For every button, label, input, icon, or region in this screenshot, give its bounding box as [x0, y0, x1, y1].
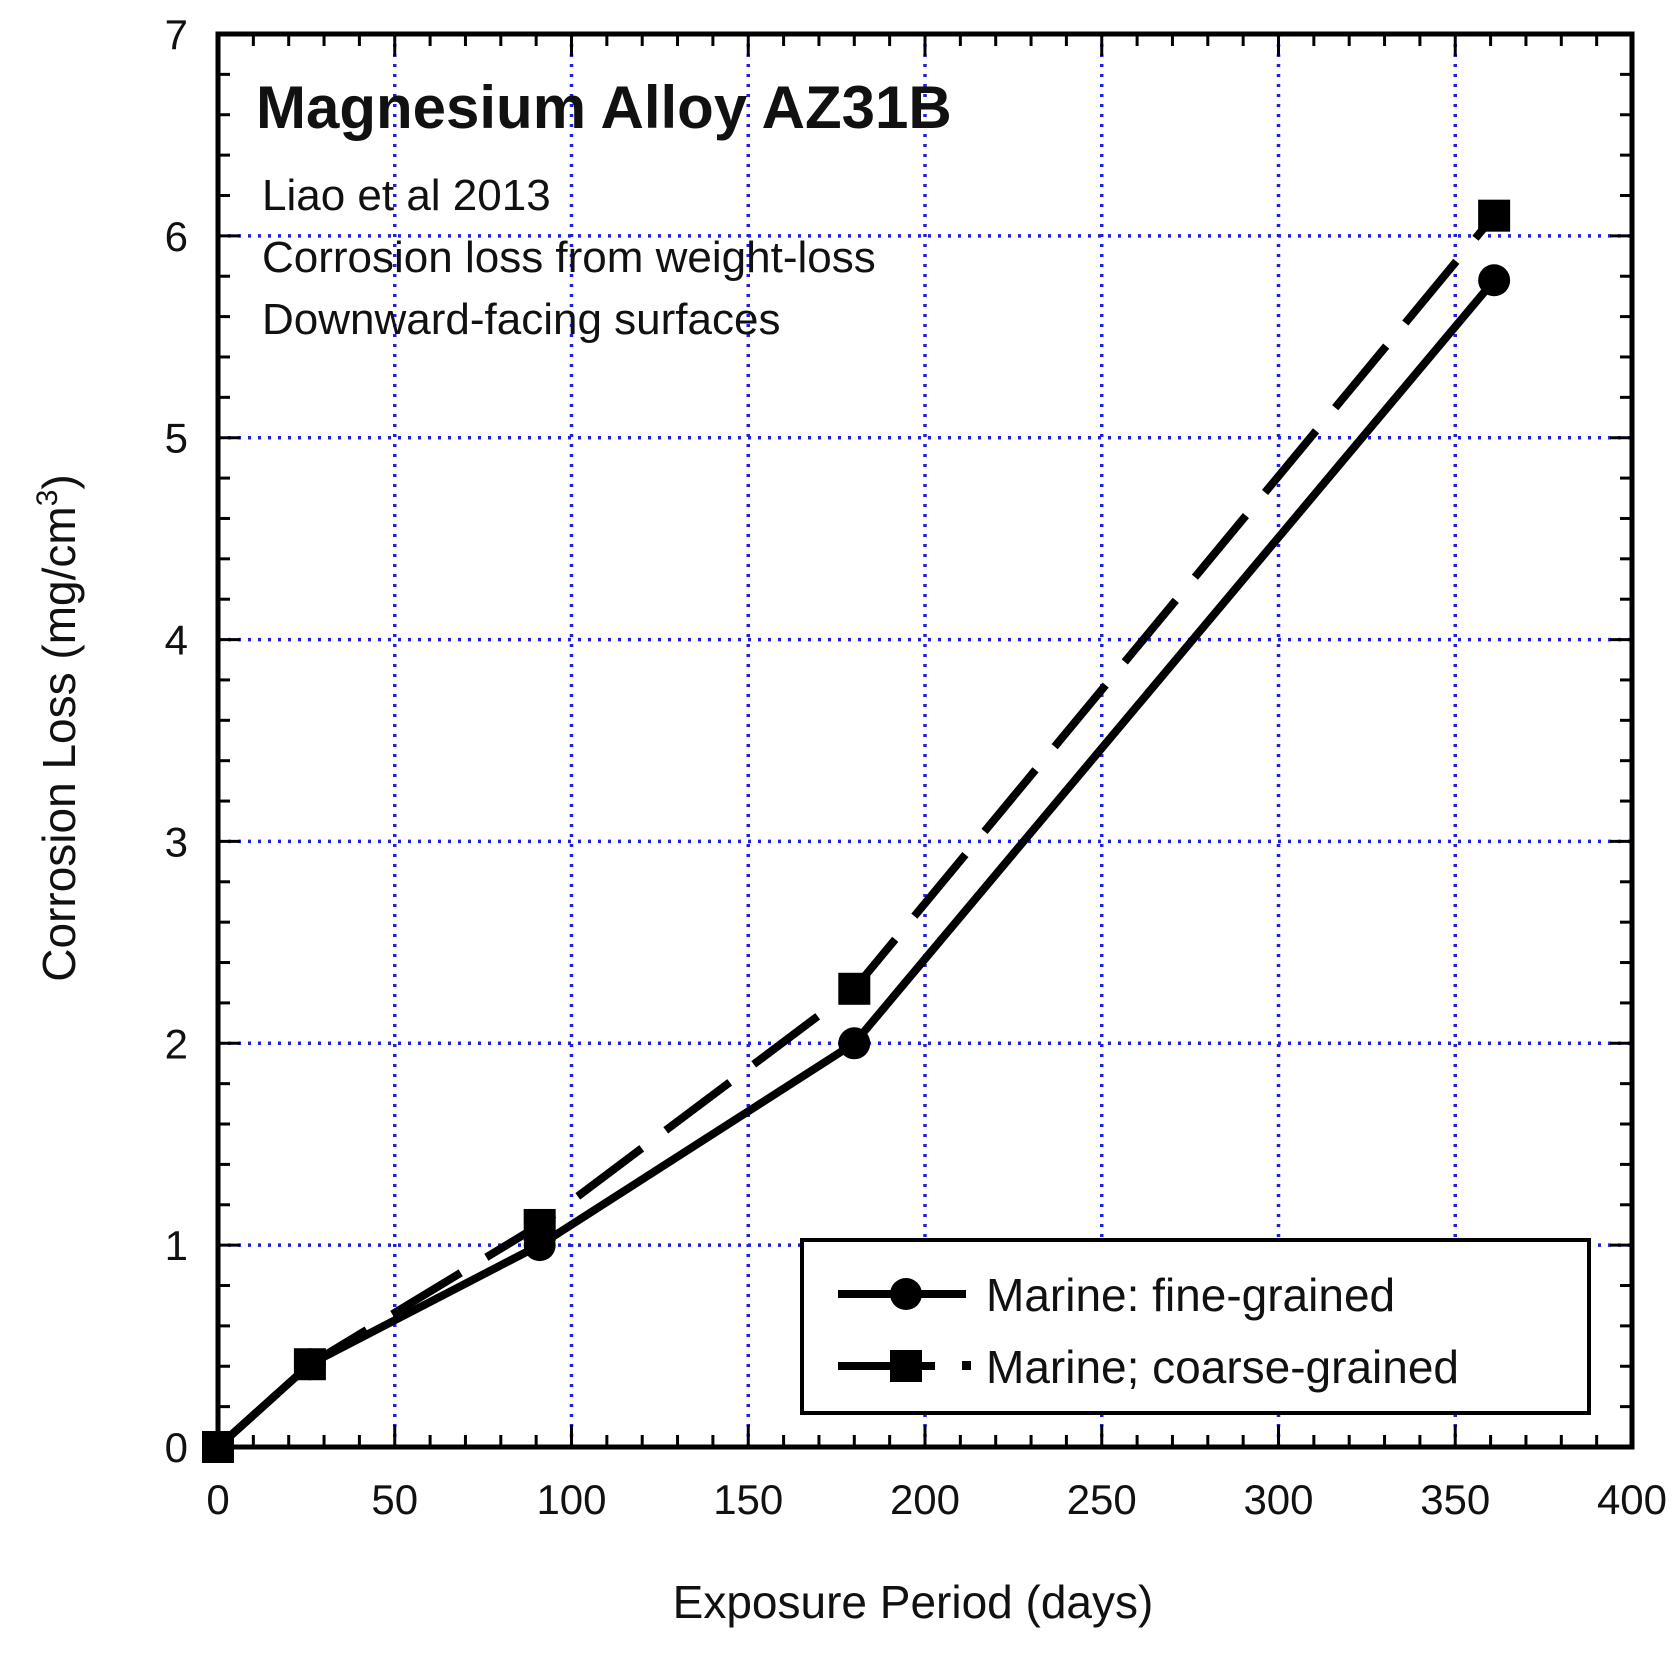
axis-ticks: [216, 32, 1634, 1449]
y-axis-title-superscript: 3: [31, 490, 64, 507]
y-tick-label: 6: [165, 213, 188, 260]
y-tick-label: 3: [165, 818, 188, 865]
x-tick-label: 350: [1420, 1476, 1490, 1523]
point-fine-grained: [1478, 264, 1511, 297]
x-tick-label: 250: [1067, 1476, 1137, 1523]
annotation-surfaces: Downward-facing surfaces: [262, 295, 780, 344]
legend: Marine: fine-grained Marine; coarse-grai…: [800, 1238, 1591, 1415]
x-axis-title: Exposure Period (days): [673, 1576, 1154, 1628]
y-tick-label: 7: [165, 11, 188, 58]
x-tick-label: 150: [713, 1476, 783, 1523]
legend-coarse-marker: [890, 1350, 922, 1382]
legend-coarse-dash: [962, 1361, 971, 1370]
point-coarse-grained: [1478, 199, 1511, 232]
point-fine-grained: [293, 1348, 326, 1381]
x-tick-label: 300: [1243, 1476, 1313, 1523]
x-tick-label: 200: [890, 1476, 960, 1523]
y-tick-label: 1: [165, 1222, 188, 1269]
y-tick-label: 4: [165, 617, 188, 664]
tick-labels: 0 50 100 150 200 250 300 350 400 0 1 2 3 4 5 6 7: [165, 11, 1667, 1523]
x-tick-label: 50: [371, 1476, 418, 1523]
x-tick-label: 0: [206, 1476, 229, 1523]
y-tick-label: 2: [165, 1020, 188, 1067]
legend-box: [800, 1238, 1591, 1415]
series-layer: [202, 199, 1511, 1463]
y-axis-title: Corrosion Loss (mg/cm3): [31, 474, 85, 981]
point-fine-grained: [523, 1229, 556, 1262]
x-tick-label: 400: [1597, 1476, 1667, 1523]
chart-title: Magnesium Alloy AZ31B: [256, 74, 952, 141]
legend-coarse-label: Marine; coarse-grained: [986, 1341, 1459, 1393]
x-tick-label: 100: [536, 1476, 606, 1523]
point-coarse-grained: [838, 972, 871, 1005]
annotation-source: Liao et al 2013: [262, 171, 551, 220]
annotation-method: Corrosion loss from weight-loss: [262, 233, 876, 282]
y-tick-label: 0: [165, 1424, 188, 1471]
legend-fine-label: Marine: fine-grained: [986, 1269, 1395, 1321]
y-tick-label: 5: [165, 415, 188, 462]
point-fine-grained: [838, 1027, 871, 1060]
legend-fine-marker: [890, 1278, 922, 1310]
y-axis-title-close: ): [33, 474, 85, 489]
y-axis-title-main: Corrosion Loss (mg/cm: [33, 506, 85, 981]
